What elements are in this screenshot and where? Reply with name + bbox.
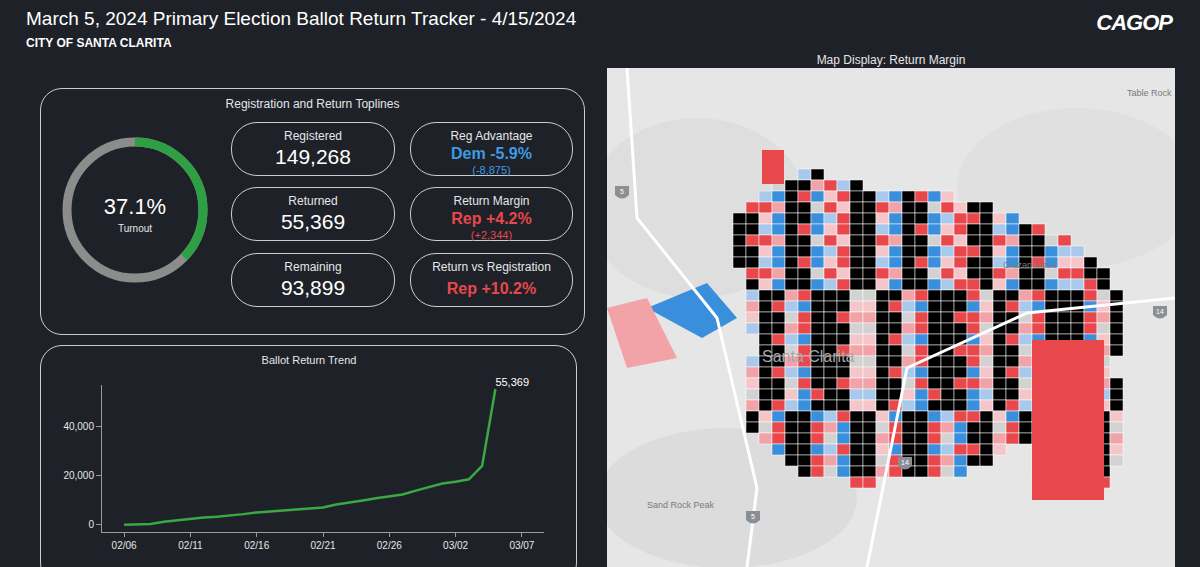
html-text:Rep +10.2%: Rep +10.2%: [446, 280, 537, 297]
html-text:(-8,875): (-8,875): [472, 164, 511, 176]
svg-text:0: 0: [88, 519, 94, 530]
svg-text:40,000: 40,000: [63, 421, 94, 432]
svg-text:02/06: 02/06: [112, 540, 137, 551]
svg-text:14: 14: [1156, 308, 1164, 315]
html-text:(+2,344): (+2,344): [470, 229, 513, 241]
html-text:Reg Advantage: Reg Advantage: [450, 129, 533, 143]
svg-text:Cruzan Mesa: Cruzan Mesa: [1003, 260, 1057, 270]
svg-text:5: 5: [620, 188, 624, 195]
html-text:Return Margin: Return Margin: [453, 194, 530, 208]
svg-text:02/21: 02/21: [310, 540, 335, 551]
html-text:Registered: Registered: [284, 129, 342, 143]
svg-text:02/11: 02/11: [178, 540, 203, 551]
svg-text:03/02: 03/02: [443, 540, 468, 551]
svg-text:Turnout: Turnout: [118, 223, 152, 234]
svg-text:Ballot Return Trend: Ballot Return Trend: [262, 354, 357, 366]
svg-text:14: 14: [901, 459, 909, 466]
svg-text:02/16: 02/16: [244, 540, 269, 551]
html-text:Return vs Registration: Return vs Registration: [432, 260, 551, 274]
html-text:Map Display: Return Margin: Map Display: Return Margin: [816, 53, 966, 67]
svg-text:5: 5: [751, 513, 755, 520]
html-text:Rep +4.2%: Rep +4.2%: [451, 210, 532, 227]
svg-text:Santa Clarita: Santa Clarita: [762, 348, 855, 365]
html-text:93,899: 93,899: [280, 276, 346, 299]
svg-text:Sand Rock Peak: Sand Rock Peak: [647, 500, 715, 510]
svg-text:20,000: 20,000: [63, 470, 94, 481]
html-text:CITY OF SANTA CLARITA: CITY OF SANTA CLARITA: [26, 36, 172, 50]
svg-text:03/07: 03/07: [509, 540, 534, 551]
html-text:CAGOP: CAGOP: [1096, 10, 1172, 35]
html-text:Dem -5.9%: Dem -5.9%: [451, 145, 532, 162]
html-text:Registration and Return Toplin: Registration and Return Toplines: [225, 97, 400, 111]
html-text:March 5, 2024 Primary Election: March 5, 2024 Primary Election Ballot Re…: [26, 8, 577, 29]
html-text:149,268: 149,268: [275, 145, 351, 168]
svg-text:55,369: 55,369: [495, 376, 529, 388]
svg-text:02/26: 02/26: [377, 540, 402, 551]
html-text:Remaining: Remaining: [284, 260, 342, 274]
html-text:55,369: 55,369: [280, 210, 346, 233]
svg-text:Table Rock: Table Rock: [1127, 88, 1172, 98]
html-text:Returned: Returned: [288, 194, 338, 208]
svg-text:37.1%: 37.1%: [104, 194, 166, 219]
